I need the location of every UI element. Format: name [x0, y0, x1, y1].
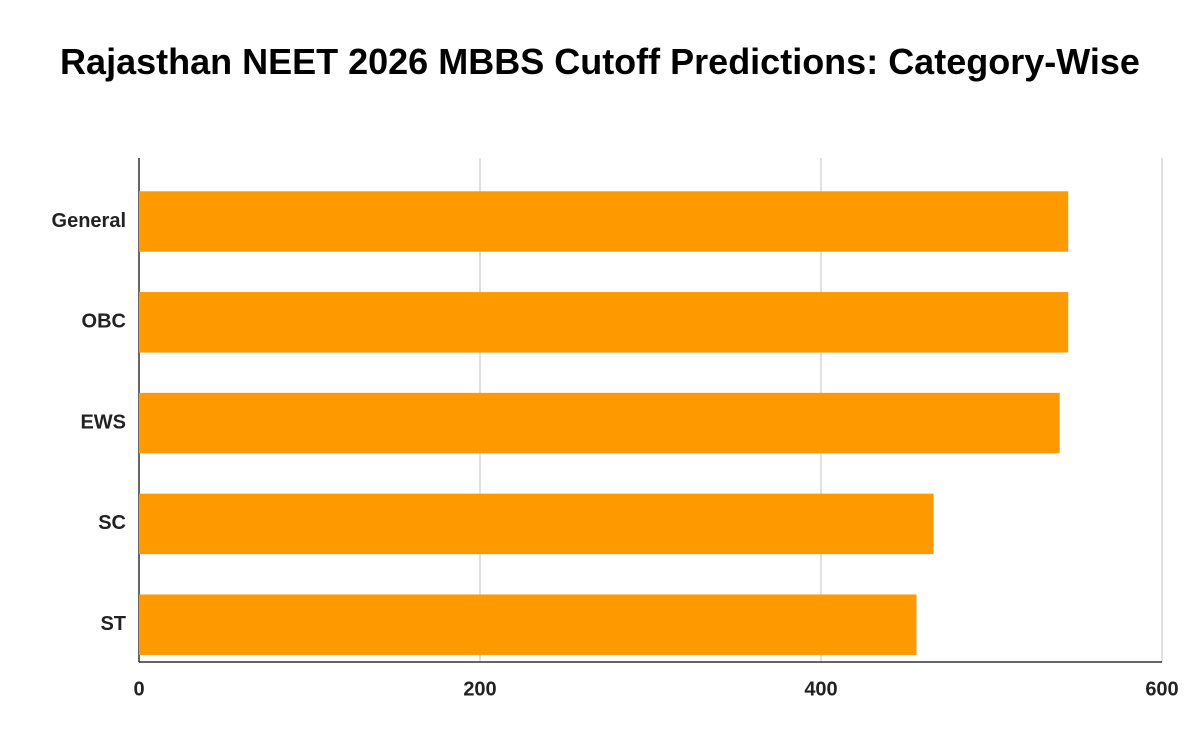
chart-title: Rajasthan NEET 2026 MBBS Cutoff Predicti…	[60, 41, 1140, 82]
x-tick-label: 600	[1145, 678, 1178, 700]
x-tick-label: 200	[463, 678, 496, 700]
bar	[139, 392, 1060, 454]
bar	[139, 191, 1069, 252]
bar	[139, 594, 917, 655]
x-tick-label: 400	[804, 678, 837, 700]
y-tick-label: EWS	[80, 411, 126, 433]
y-tick-label: OBC	[82, 311, 126, 333]
x-tick-label: 0	[133, 678, 144, 700]
y-tick-label: General	[52, 210, 126, 232]
bar	[139, 292, 1069, 353]
bar	[139, 493, 934, 555]
y-tick-label: ST	[100, 613, 126, 635]
y-tick-label: SC	[98, 512, 126, 534]
